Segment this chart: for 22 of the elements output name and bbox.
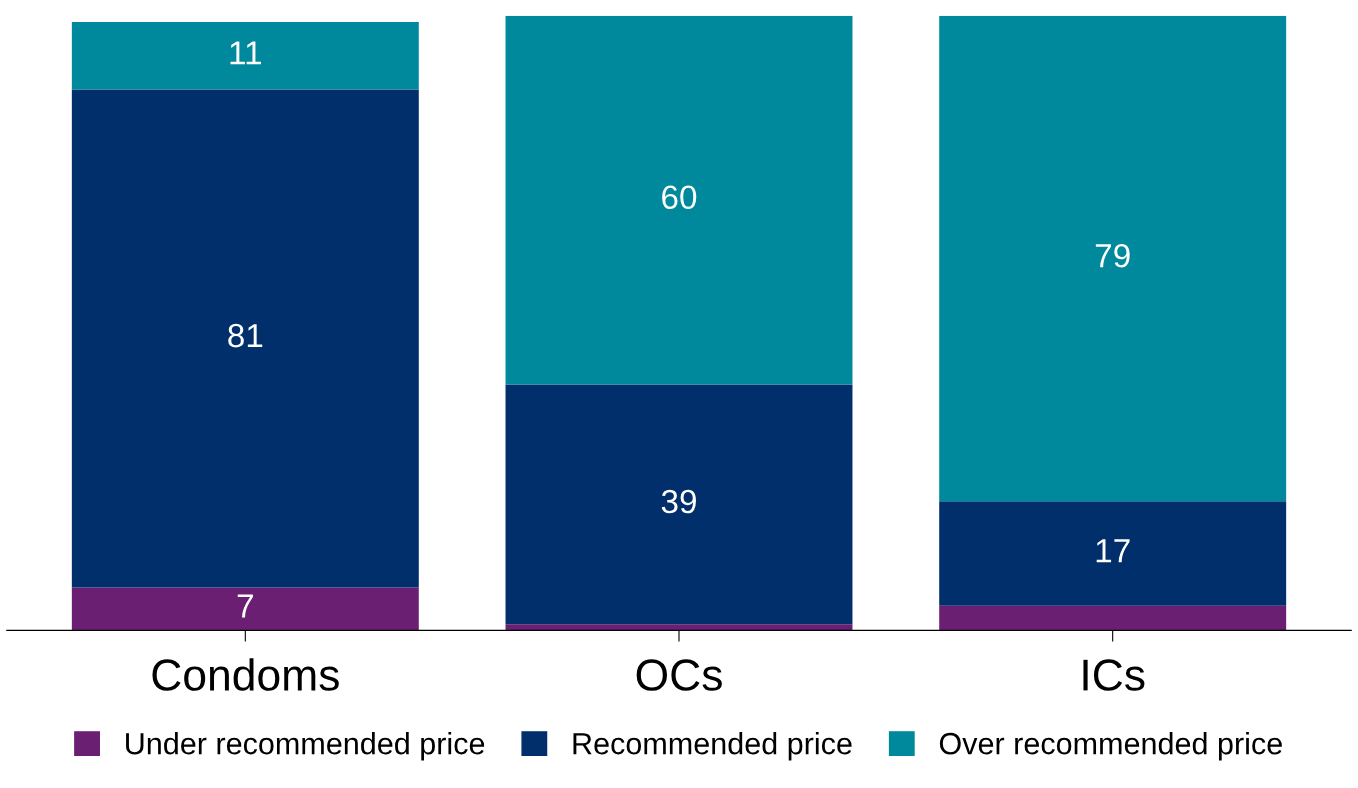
legend-label: Recommended price bbox=[573, 732, 852, 761]
bar bbox=[505, 624, 853, 631]
data-label: 79 bbox=[1095, 243, 1130, 268]
x-tick-label: ICs bbox=[1083, 659, 1145, 691]
bar bbox=[505, 15, 853, 385]
bar bbox=[505, 384, 853, 625]
bar bbox=[939, 15, 1287, 502]
data-label: 11 bbox=[230, 41, 261, 65]
data-label: 7 bbox=[237, 594, 253, 618]
x-tick-label: OCs bbox=[636, 659, 722, 691]
x-tick-label: Condoms bbox=[152, 658, 339, 691]
legend-label: Over recommended price bbox=[939, 732, 1282, 761]
data-label: 81 bbox=[228, 323, 263, 348]
legend-label: Under recommended price bbox=[126, 732, 485, 761]
bar bbox=[71, 89, 419, 588]
data-label: 60 bbox=[662, 185, 697, 210]
bar bbox=[71, 587, 419, 631]
bar bbox=[939, 501, 1287, 606]
bar bbox=[71, 21, 419, 90]
data-label: 39 bbox=[661, 489, 696, 514]
data-label: 17 bbox=[1096, 539, 1130, 563]
bar bbox=[939, 605, 1287, 631]
